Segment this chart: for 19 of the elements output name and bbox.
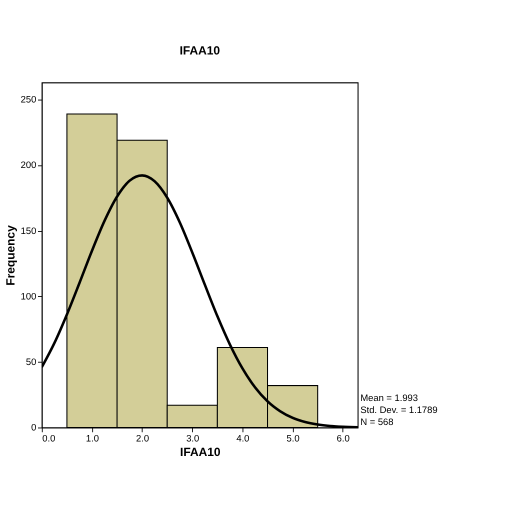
x-tick-label: 0.0 bbox=[42, 432, 56, 444]
text: Mean = 1.993 bbox=[360, 392, 418, 404]
y-tick-label: 100 bbox=[20, 290, 36, 302]
x-tick-label: 2.0 bbox=[136, 432, 150, 444]
x-tick-label: 3.0 bbox=[186, 432, 200, 444]
x-tick-label: 1.0 bbox=[86, 432, 99, 444]
text: N = 568 bbox=[360, 416, 394, 427]
x-tick-label: 6.0 bbox=[336, 432, 350, 444]
x-axis-title: IFAA10 bbox=[180, 445, 221, 460]
text: Std. Dev. = 1.1789 bbox=[360, 404, 438, 416]
x-tick-label: 5.0 bbox=[286, 432, 300, 444]
y-tick-label: 200 bbox=[20, 159, 36, 170]
y-tick-label: 250 bbox=[20, 94, 36, 105]
chart-title: IFAA10 bbox=[180, 43, 220, 58]
y-tick-label: 50 bbox=[26, 356, 36, 367]
x-tick-label: 4.0 bbox=[236, 432, 250, 444]
y-tick-label: 150 bbox=[20, 224, 36, 236]
y-tick-label: 0 bbox=[31, 422, 36, 433]
y-axis-title: Frequency bbox=[4, 224, 18, 286]
